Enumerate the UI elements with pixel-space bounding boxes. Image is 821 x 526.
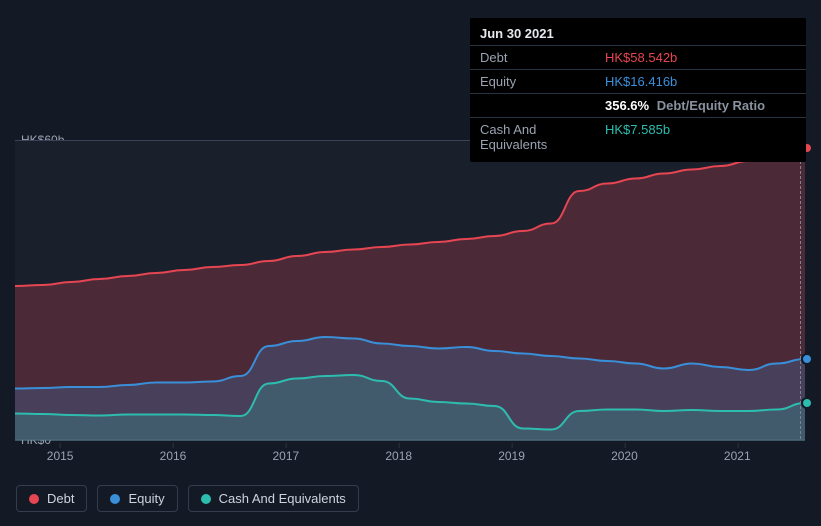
tooltip-row: EquityHK$16.416b	[470, 69, 806, 93]
tooltip-value: HK$7.585b	[605, 122, 796, 152]
legend: Debt Equity Cash And Equivalents	[16, 485, 359, 512]
legend-label: Cash And Equivalents	[219, 491, 346, 506]
legend-item-debt[interactable]: Debt	[16, 485, 87, 512]
x-tick-label: 2020	[611, 449, 638, 463]
legend-label: Debt	[47, 491, 74, 506]
x-tick-label: 2019	[498, 449, 525, 463]
x-tick-label: 2018	[385, 449, 412, 463]
plot-area[interactable]: 2015201620172018201920202021	[15, 140, 805, 440]
tooltip-value: 356.6% Debt/Equity Ratio	[605, 98, 796, 113]
legend-dot-icon	[110, 494, 120, 504]
legend-item-cash[interactable]: Cash And Equivalents	[188, 485, 359, 512]
tooltip-value: HK$16.416b	[605, 74, 796, 89]
tooltip-label	[480, 98, 605, 113]
tooltip-row: 356.6% Debt/Equity Ratio	[470, 93, 806, 117]
cursor-line	[800, 141, 801, 439]
tooltip-sublabel: Debt/Equity Ratio	[653, 98, 765, 113]
tooltip-label: Debt	[480, 50, 605, 65]
x-tick-label: 2021	[724, 449, 751, 463]
tooltip-label: Equity	[480, 74, 605, 89]
cash-end-marker	[801, 397, 813, 409]
tooltip-row: Cash And EquivalentsHK$7.585b	[470, 117, 806, 156]
equity-end-marker	[801, 353, 813, 365]
legend-dot-icon	[201, 494, 211, 504]
legend-item-equity[interactable]: Equity	[97, 485, 177, 512]
tooltip-label: Cash And Equivalents	[480, 122, 605, 152]
debt-equity-chart: HK$60bHK$0 2015201620172018201920202021	[15, 120, 805, 460]
x-tick-label: 2017	[272, 449, 299, 463]
x-tick-label: 2015	[47, 449, 74, 463]
legend-dot-icon	[29, 494, 39, 504]
tooltip-date: Jun 30 2021	[470, 24, 806, 45]
x-tick-label: 2016	[160, 449, 187, 463]
legend-label: Equity	[128, 491, 164, 506]
x-axis: 2015 2016 2017 2018 2019 2020 2021	[15, 443, 805, 463]
tooltip-box: Jun 30 2021 DebtHK$58.542bEquityHK$16.41…	[470, 18, 806, 162]
tooltip-value: HK$58.542b	[605, 50, 796, 65]
chart-svg	[15, 141, 805, 441]
tooltip-row: DebtHK$58.542b	[470, 45, 806, 69]
